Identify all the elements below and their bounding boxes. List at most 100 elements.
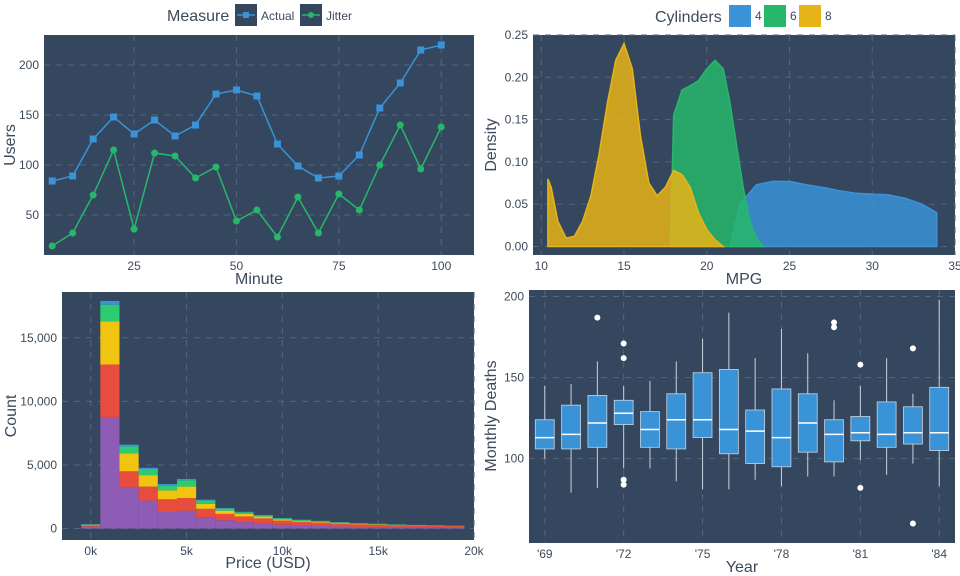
histogram-bar-segment	[406, 527, 427, 529]
legend-label-actual: Actual	[261, 9, 294, 23]
histogram-bar-segment	[119, 453, 139, 472]
legend-label-jitter: Jitter	[326, 9, 352, 23]
histogram-bar-segment	[215, 508, 235, 511]
y-tick-label: 100	[19, 158, 39, 172]
data-point-jitter	[335, 190, 343, 198]
data-point-actual	[69, 172, 77, 180]
x-tick-label: 35	[948, 259, 960, 273]
histogram-bar-segment	[368, 524, 388, 528]
x-tick-label: 25	[783, 259, 797, 273]
box-body	[903, 406, 923, 445]
data-point-jitter	[396, 121, 404, 129]
histogram-bar-segment	[215, 513, 235, 521]
y-tick-label: 15,000	[20, 331, 57, 345]
histogram-y-axis-title: Count	[3, 394, 20, 437]
histogram-bar-segment	[215, 507, 235, 509]
x-tick-label: 50	[230, 259, 244, 273]
box-outlier-point	[620, 481, 627, 488]
data-point-actual	[417, 46, 425, 54]
histogram-bar-segment	[311, 522, 331, 527]
histogram-bar-segment	[311, 521, 331, 523]
histogram-bar-segment	[215, 520, 235, 529]
data-point-jitter	[192, 174, 200, 182]
density-chart-panel: 10 15 20 25 30 35 0.00 0.05 0.10 0.15 0.20 0.25 MPG…	[483, 5, 960, 288]
density-chart-legend: Cylinders 4 6 8	[655, 5, 832, 27]
data-point-actual	[396, 79, 404, 87]
data-point-jitter	[417, 165, 425, 173]
x-tick-label: 30	[866, 259, 880, 273]
histogram-bar-segment	[176, 486, 197, 499]
legend-key-jitter-marker	[308, 12, 314, 18]
y-tick-label: 50	[26, 208, 40, 222]
data-point-jitter	[48, 242, 56, 250]
density-area-8-cylinders	[547, 41, 726, 248]
histogram-bar-segment	[330, 522, 350, 523]
data-point-jitter	[212, 163, 220, 171]
y-tick-label: 0.15	[505, 113, 529, 127]
histogram-panel: 0k 5k 10k 15k 20k 0 5,000 10,000 15,000 Price (U…	[3, 292, 485, 572]
x-tick-label: '78	[774, 547, 790, 561]
histogram-bar-segment	[330, 522, 350, 524]
histogram-bar-segment	[253, 518, 273, 524]
data-point-actual	[212, 90, 220, 98]
histogram-bar-segment	[253, 515, 273, 517]
data-point-actual	[110, 113, 118, 121]
x-tick-label: 15	[617, 259, 631, 273]
histogram-bar-segment	[272, 519, 292, 521]
data-point-actual	[151, 116, 159, 124]
histogram-bar-segment	[157, 485, 177, 491]
histogram-bar-segment	[81, 526, 101, 529]
legend-key-actual-marker	[243, 12, 249, 18]
boxplot-y-axis-title: Monthly Deaths	[483, 360, 500, 471]
box-body	[876, 401, 897, 448]
histogram-bar-segment	[138, 486, 158, 501]
data-point-actual	[437, 41, 445, 49]
histogram-bar-segment	[291, 519, 312, 521]
box-outlier-point	[620, 340, 627, 347]
data-point-jitter	[437, 123, 445, 131]
histogram-bar-segment	[176, 478, 197, 481]
box-body	[850, 416, 871, 442]
histogram-bar-segment	[291, 521, 312, 526]
box-outlier-point	[831, 324, 838, 331]
data-point-actual	[171, 132, 179, 140]
line-chart-legend: Measure Actual Jitter	[167, 4, 352, 26]
histogram-bar-segment	[445, 526, 465, 528]
histogram-bar-segment	[138, 469, 158, 476]
histogram-bar-segment	[81, 524, 101, 526]
histogram-bar-segment	[100, 304, 120, 322]
data-point-jitter	[69, 229, 77, 237]
histogram-bar-segment	[291, 525, 312, 529]
box-outlier-point	[857, 484, 864, 491]
data-point-jitter	[294, 193, 302, 201]
density-area-4-cylinders	[728, 180, 938, 248]
histogram-bar-segment	[234, 512, 254, 514]
x-tick-label: 20k	[464, 544, 484, 558]
data-point-jitter	[232, 217, 240, 225]
histogram-bar-segment	[100, 321, 120, 365]
x-tick-label: 15k	[369, 544, 389, 558]
box-body	[534, 419, 555, 450]
legend-key-6-cylinders[interactable]	[764, 5, 786, 27]
legend-label-8-cylinders: 8	[825, 9, 832, 23]
histogram-bar-segment	[234, 513, 254, 517]
y-tick-label: 0.00	[505, 240, 529, 254]
data-point-actual	[314, 174, 322, 182]
data-point-jitter	[151, 149, 159, 157]
histogram-bar-segment	[272, 520, 292, 525]
histogram-bar-segment	[100, 364, 120, 418]
line-chart-plot-background	[44, 35, 474, 255]
legend-key-4-cylinders[interactable]	[729, 5, 751, 27]
histogram-bar-segment	[100, 300, 120, 305]
x-tick-label: '72	[616, 547, 632, 561]
data-point-jitter	[171, 152, 179, 160]
histogram-bar-segment	[272, 524, 292, 529]
data-point-jitter	[355, 206, 363, 214]
box-outlier-point	[620, 476, 627, 483]
box-body	[613, 399, 634, 426]
histogram-bar-segment	[349, 523, 369, 524]
line-chart-x-axis-title: Minute	[235, 271, 283, 288]
data-point-actual	[232, 86, 240, 94]
histogram-bar-segment	[272, 518, 292, 520]
legend-key-8-cylinders[interactable]	[799, 5, 821, 27]
